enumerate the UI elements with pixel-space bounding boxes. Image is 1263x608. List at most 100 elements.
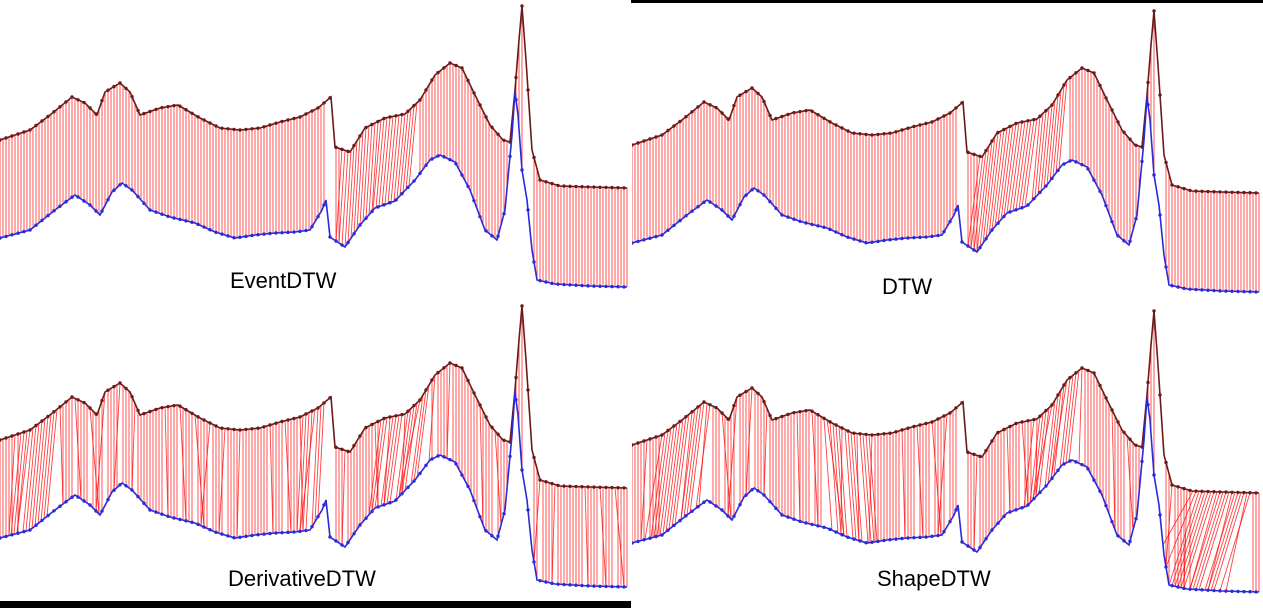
bottom-series-point — [574, 283, 578, 287]
top-series-point — [232, 427, 236, 432]
top-series-point — [484, 415, 488, 419]
bottom-series-point — [538, 278, 542, 283]
bottom-series-point — [34, 523, 38, 527]
bottom-series-point — [232, 536, 236, 540]
alignment-line — [305, 410, 313, 531]
bottom-series-point — [262, 532, 266, 536]
alignment-line — [46, 409, 58, 517]
bottom-series-point — [520, 168, 524, 172]
top-series-point — [816, 413, 820, 417]
alignment-line — [1035, 410, 1047, 497]
top-series-point — [148, 109, 152, 114]
top-series-point — [702, 400, 706, 404]
top-series-point — [112, 384, 116, 389]
bottom-series-point — [616, 585, 620, 589]
top-series-point — [1170, 183, 1174, 187]
top-series-point — [592, 485, 596, 489]
top-series-point — [172, 403, 176, 408]
top-series-point — [1032, 417, 1036, 422]
top-series-point — [660, 133, 664, 137]
top-series-point — [642, 139, 646, 143]
alignment-line — [844, 429, 854, 539]
top-series-point — [822, 116, 826, 120]
alignment-line — [689, 401, 705, 513]
bottom-series-point — [238, 535, 242, 539]
top-series-point — [64, 400, 68, 404]
top-series-point — [1200, 189, 1204, 194]
top-series-point — [846, 129, 850, 133]
bottom-series-point — [4, 234, 8, 239]
top-series-point — [352, 443, 356, 448]
bottom-series-point — [816, 224, 820, 228]
bottom-series-point — [76, 195, 80, 199]
alignment-line — [674, 414, 690, 525]
alignment-line — [1219, 492, 1251, 592]
alignment-line — [1195, 491, 1227, 590]
top-series-point — [616, 486, 620, 490]
top-series-point — [642, 439, 646, 443]
bottom-series — [632, 96, 1260, 293]
top-series-point — [94, 112, 98, 116]
top-series-point — [442, 366, 446, 370]
bottom-series-point — [544, 280, 548, 284]
top-series-point — [316, 106, 320, 110]
top-series-point — [106, 388, 110, 392]
top-series-point — [478, 103, 482, 107]
top-series-point — [202, 418, 206, 422]
alignment-line — [1210, 492, 1242, 591]
top-series-point — [592, 185, 596, 189]
bottom-series-point — [556, 282, 560, 286]
alignment-line — [997, 126, 1011, 224]
bottom-series-point — [750, 188, 754, 192]
alignment-line — [976, 145, 990, 253]
top-series-point — [798, 409, 802, 414]
bottom-series-point — [118, 183, 122, 187]
top-series-point — [1230, 190, 1234, 194]
bottom-series-point — [702, 500, 706, 504]
top-series-point — [978, 154, 982, 159]
top-series-point — [1128, 437, 1132, 441]
bottom-series-point — [88, 203, 92, 207]
top-series-point — [906, 126, 910, 130]
bottom-series-point — [1044, 484, 1048, 488]
top-series-point — [660, 433, 664, 437]
top-series-point — [1176, 485, 1180, 489]
alignment-line — [1207, 492, 1239, 591]
bottom-series-point — [604, 584, 608, 589]
alignment-line — [656, 428, 672, 537]
alignment-line — [659, 425, 675, 536]
alignment-line — [653, 430, 669, 538]
alignment-line — [832, 423, 842, 535]
top-series-point — [568, 484, 572, 489]
bottom-series-point — [840, 233, 844, 237]
alignment-line — [668, 419, 684, 530]
bottom-series-point — [942, 529, 946, 534]
bottom-series-point — [622, 585, 626, 589]
alignment-line — [344, 150, 352, 248]
alignment-line — [200, 422, 211, 526]
bottom-series-point — [1128, 539, 1132, 543]
bottom-series-point — [148, 208, 152, 212]
alignment-line — [384, 116, 394, 205]
bottom-series-point — [400, 491, 404, 496]
bottom-series-point — [172, 216, 176, 220]
bottom-series — [632, 396, 1260, 593]
bottom-series-point — [298, 529, 302, 534]
alignment-line — [1032, 413, 1044, 500]
alignment-line — [387, 115, 397, 204]
top-series-point — [762, 99, 766, 104]
top-series-point — [1224, 190, 1228, 194]
bottom-series-point — [906, 236, 910, 240]
top-series-point — [732, 403, 736, 408]
top-series-point — [948, 411, 952, 415]
top-series-point — [840, 426, 844, 430]
top-series-point — [1218, 190, 1222, 194]
bottom-series-point — [846, 235, 850, 239]
top-series-point — [454, 363, 458, 368]
bottom-series-point — [648, 536, 652, 540]
alignment-line — [1059, 377, 1071, 468]
bottom-series-point — [642, 238, 646, 242]
top-series-point — [82, 100, 86, 105]
bottom-series-point — [912, 535, 916, 540]
top-series-point — [906, 426, 910, 430]
